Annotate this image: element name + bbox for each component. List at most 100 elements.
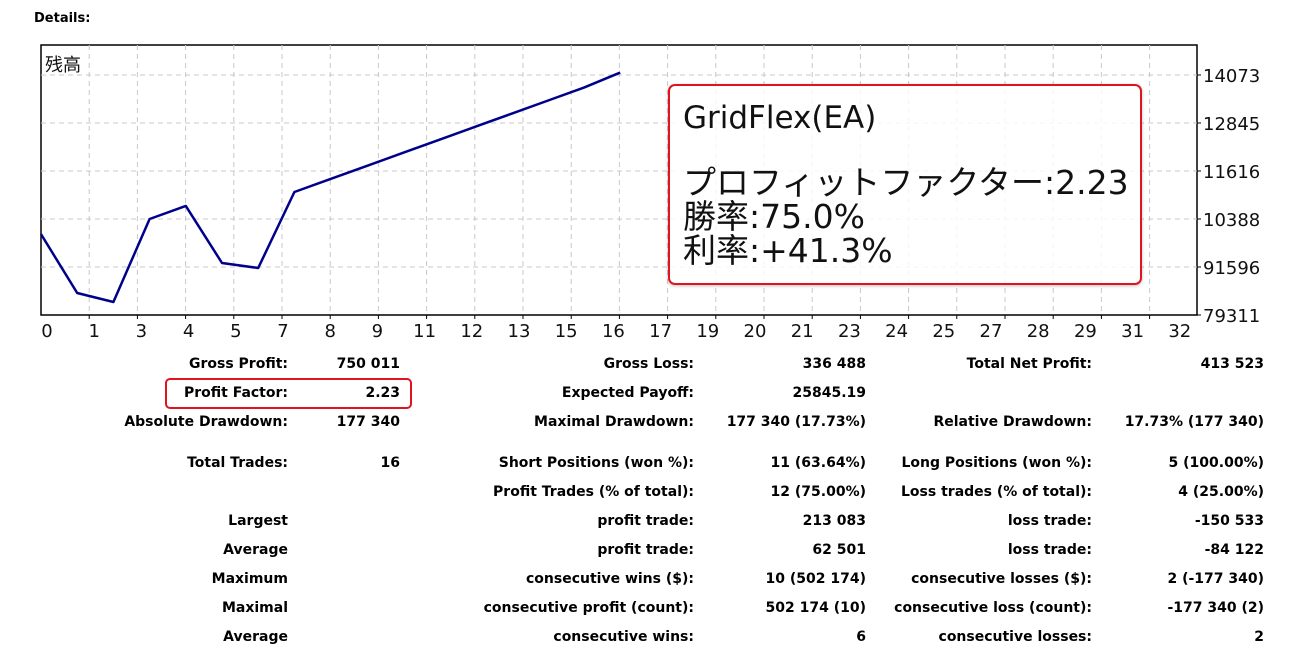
x-tick-label: 31 (1121, 321, 1144, 342)
x-tick-label: 25 (932, 321, 955, 342)
stat-label: Short Positions (won %): (498, 454, 694, 471)
stat-label: profit trade: (597, 541, 694, 558)
x-tick-label: 3 (136, 321, 147, 342)
stat-label: consecutive losses: (938, 628, 1092, 645)
y-tick-label: 79311 (1203, 306, 1260, 327)
stats-row: Gross Profit: 750 011 Gross Loss: 336 488 To… (0, 349, 1264, 378)
stat-label: loss trade: (1007, 512, 1092, 529)
stat-label: Maximum (211, 570, 288, 587)
stat-value: 177 340 (336, 413, 400, 430)
stats-row: Profit Trades (% of total): 12 (75.00%) Lo… (0, 477, 1264, 506)
stats-row: Average profit trade: 62 501 loss trade: -84… (0, 535, 1264, 564)
x-tick-label: 20 (744, 321, 767, 342)
x-tick-label: 19 (696, 321, 719, 342)
stat-value: 177 340 (17.73%) (726, 413, 866, 430)
stat-label: Gross Profit: (188, 355, 288, 372)
stats-row: Largest profit trade: 213 083 loss trade: -1… (0, 506, 1264, 535)
stat-label: Average (223, 541, 288, 558)
x-tick-label: 16 (602, 321, 625, 342)
stat-value: 16 (380, 454, 400, 471)
stat-label: Maximal Drawdown: (534, 413, 694, 430)
x-tick-label: 9 (372, 321, 383, 342)
x-tick-label: 4 (183, 321, 194, 342)
y-tick-label: 10388 (1203, 210, 1260, 231)
stat-label: Maximal (221, 599, 288, 616)
stat-value: 2 (1254, 628, 1264, 645)
x-tick-label: 12 (460, 321, 483, 342)
details-heading: Details: (34, 11, 91, 26)
stat-value: 413 523 (1200, 355, 1264, 372)
stat-value: 10 (502 174) (765, 570, 866, 587)
stat-value: 750 011 (336, 355, 400, 372)
stat-label: Relative Drawdown: (933, 413, 1092, 430)
stat-value: 2.23 (365, 384, 400, 401)
stat-label: Long Positions (won %): (901, 454, 1092, 471)
stat-value: 5 (100.00%) (1168, 454, 1264, 471)
x-tick-label: 24 (885, 321, 908, 342)
stat-value: 11 (63.64%) (770, 454, 866, 471)
stat-value: -150 533 (1194, 512, 1264, 529)
stat-label: consecutive losses ($): (911, 570, 1092, 587)
stat-value: 12 (75.00%) (770, 483, 866, 500)
y-tick-label: 12845 (1203, 114, 1260, 135)
stat-label: consecutive profit (count): (483, 599, 694, 616)
stats-table: Gross Profit: 750 011 Gross Loss: 336 488 To… (0, 349, 1264, 649)
stats-row: Total Trades: 16 Short Positions (won %): 1… (0, 448, 1264, 477)
stat-value: 336 488 (802, 355, 866, 372)
stat-label: Absolute Drawdown: (124, 413, 288, 430)
y-tick-label: 14073 (1203, 66, 1260, 87)
stat-value: -84 122 (1204, 541, 1264, 558)
y-tick-label: 11616 (1203, 162, 1260, 183)
x-tick-label: 11 (413, 321, 436, 342)
stat-label: Profit Factor: (183, 384, 288, 401)
stat-value: 502 174 (10) (765, 599, 866, 616)
stat-label: Expected Payoff: (561, 384, 694, 401)
stat-label: profit trade: (597, 512, 694, 529)
stat-label: Largest (228, 512, 288, 529)
x-tick-label: 32 (1168, 321, 1191, 342)
summary-callout: GridFlex(EA) プロフィットファクター:2.23 勝率:75.0% 利… (668, 84, 1142, 285)
stat-value: 4 (25.00%) (1178, 483, 1264, 500)
stat-value: 17.73% (177 340) (1124, 413, 1264, 430)
stat-value: 62 501 (812, 541, 866, 558)
stats-row: Maximum consecutive wins ($): 10 (502 174)… (0, 564, 1264, 593)
callout-win-rate: 勝率:75.0% (683, 197, 865, 236)
stat-value: 213 083 (802, 512, 866, 529)
x-tick-label: 13 (508, 321, 531, 342)
x-tick-label: 5 (230, 321, 241, 342)
stat-label: loss trade: (1007, 541, 1092, 558)
x-tick-label: 8 (324, 321, 335, 342)
chart-title: 残高 (45, 55, 81, 76)
stat-label: Total Net Profit: (966, 355, 1092, 372)
callout-profit-factor: プロフィットファクター:2.23 (683, 163, 1129, 202)
stats-row: Maximal consecutive profit (count): 502 17… (0, 593, 1264, 622)
stat-value: 2 (-177 340) (1167, 570, 1264, 587)
x-tick-label: 0 (41, 321, 52, 342)
x-tick-label: 17 (649, 321, 672, 342)
callout-return: 利率:+41.3% (683, 231, 893, 270)
x-tick-label: 15 (555, 321, 578, 342)
stat-label: Loss trades (% of total): (901, 483, 1092, 500)
stat-label: Gross Loss: (603, 355, 694, 372)
stat-label: consecutive wins: (553, 628, 694, 645)
x-tick-label: 23 (838, 321, 861, 342)
stat-label: consecutive loss (count): (894, 599, 1092, 616)
x-tick-label: 7 (277, 321, 288, 342)
callout-title: GridFlex(EA) (683, 100, 877, 136)
stat-value: 6 (856, 628, 866, 645)
stat-label: consecutive wins ($): (525, 570, 694, 587)
x-tick-label: 1 (88, 321, 99, 342)
stat-label: Total Trades: (187, 454, 288, 471)
profit-factor-highlight (165, 378, 412, 409)
y-tick-label: 91596 (1203, 258, 1260, 279)
stats-row: Average consecutive wins: 6 consecutive los… (0, 622, 1264, 649)
stat-label: Profit Trades (% of total): (493, 483, 694, 500)
x-tick-label: 21 (791, 321, 814, 342)
x-tick-label: 29 (1074, 321, 1097, 342)
stat-label: Average (223, 628, 288, 645)
stats-row: Profit Factor: 2.23 Expected Payoff: 25845.… (0, 378, 1264, 407)
x-tick-label: 27 (980, 321, 1003, 342)
stat-value: 25845.19 (792, 384, 866, 401)
stats-row: Absolute Drawdown: 177 340 Maximal Drawdow… (0, 407, 1264, 436)
